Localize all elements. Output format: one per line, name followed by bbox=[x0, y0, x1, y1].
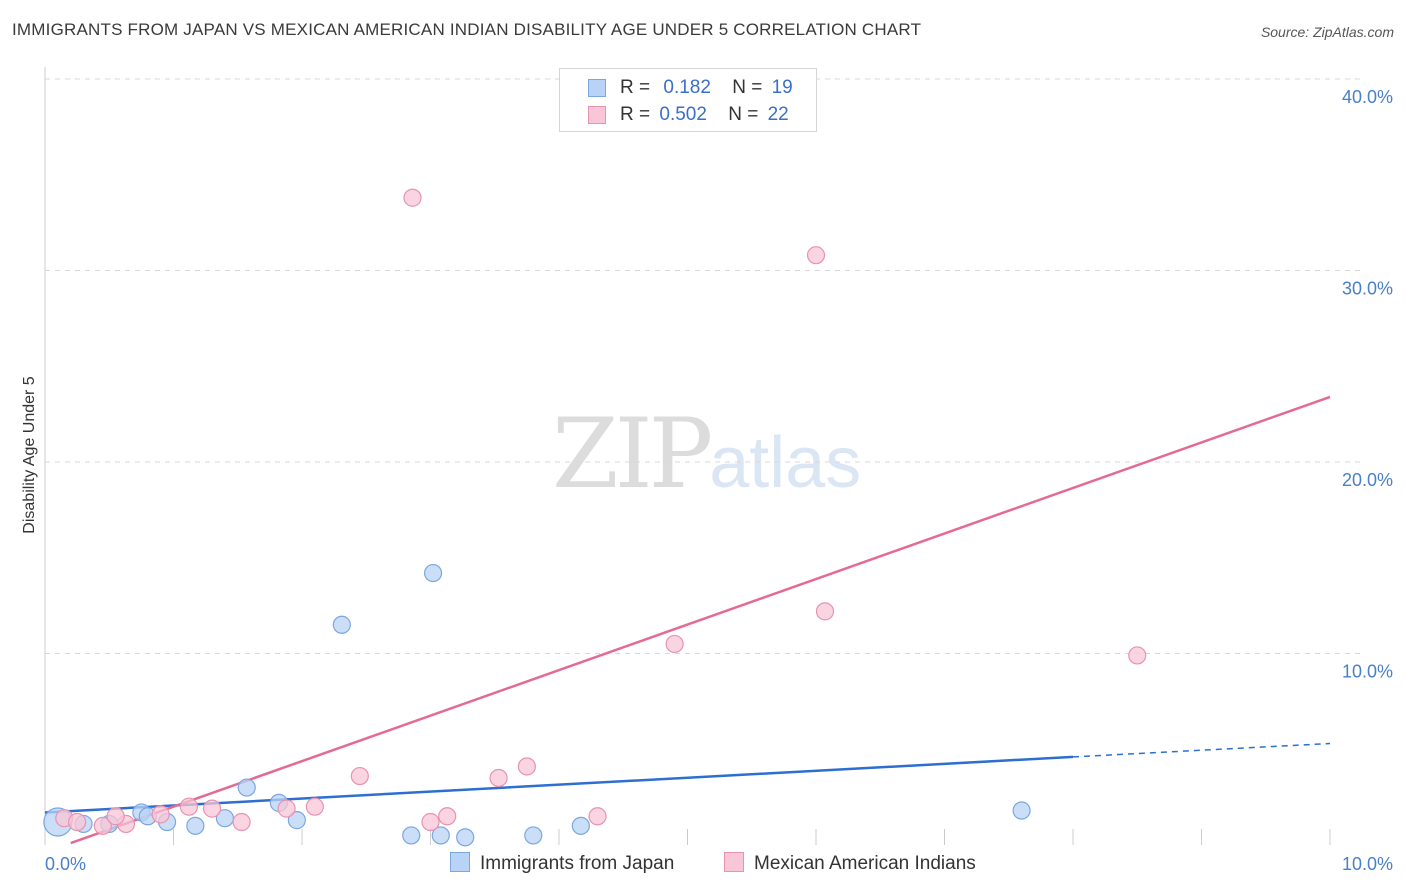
point-layer bbox=[43, 188, 1147, 847]
data-point-mexican bbox=[588, 807, 607, 826]
data-point-japan bbox=[571, 816, 590, 835]
chart-title: IMMIGRANTS FROM JAPAN VS MEXICAN AMERICA… bbox=[12, 20, 922, 39]
y-tick-label: 20.0% bbox=[1342, 470, 1393, 490]
data-point-mexican bbox=[93, 816, 112, 835]
data-point-mexican bbox=[489, 768, 508, 788]
data-point-mexican bbox=[277, 799, 296, 818]
data-point-mexican bbox=[815, 602, 835, 621]
legend-swatch-japan bbox=[588, 79, 606, 97]
data-point-mexican bbox=[517, 757, 536, 776]
series-legend-japan: Immigrants from Japan bbox=[450, 852, 674, 875]
series-legend-label-japan: Immigrants from Japan bbox=[480, 853, 675, 874]
series-legend-mexican: Mexican American Indians bbox=[724, 852, 976, 875]
legend-swatch-mexican bbox=[588, 106, 606, 124]
y-tick-label: 30.0% bbox=[1342, 279, 1393, 299]
watermark-zip: ZIP bbox=[552, 398, 713, 510]
data-point-mexican bbox=[350, 766, 369, 786]
data-point-mexican bbox=[106, 807, 125, 826]
y-tick-label: 10.0% bbox=[1342, 662, 1393, 682]
legend-r-label: R = bbox=[620, 104, 651, 125]
data-point-japan bbox=[1012, 801, 1031, 820]
label-layer: 10.0% 20.0% 30.0% 40.0% 0.0% 10.0% Disability … bbox=[21, 87, 1393, 874]
data-point-japan bbox=[431, 826, 450, 845]
legend-n-label: N = bbox=[732, 77, 763, 98]
series-legend-label-mexican: Mexican American Indians bbox=[754, 853, 976, 874]
legend-r-value-mexican: 0.502 bbox=[659, 104, 707, 125]
legend-n-label: N = bbox=[728, 104, 759, 125]
y-axis-title: Disability Age Under 5 bbox=[21, 376, 38, 534]
legend-n-value-mexican: 22 bbox=[767, 104, 789, 125]
data-point-mexican bbox=[151, 805, 170, 824]
data-point-japan bbox=[186, 816, 205, 835]
data-point-mexican bbox=[403, 188, 422, 207]
data-point-mexican bbox=[1128, 646, 1147, 665]
trend-line-mexican bbox=[70, 395, 1331, 845]
data-point-japan bbox=[332, 615, 351, 634]
fit-layer bbox=[44, 395, 1331, 845]
data-point-japan bbox=[524, 826, 543, 845]
x-tick-label: 0.0% bbox=[45, 854, 86, 874]
axis-layer bbox=[44, 67, 1331, 845]
data-point-mexican bbox=[421, 812, 440, 832]
data-point-mexican bbox=[438, 807, 457, 826]
legend-r-label: R = bbox=[620, 77, 651, 98]
data-point-mexican bbox=[68, 812, 87, 832]
data-point-mexican bbox=[665, 634, 684, 654]
y-tick-label: 40.0% bbox=[1342, 87, 1393, 107]
data-point-mexican bbox=[806, 246, 826, 265]
series-legend-swatch-mexican bbox=[724, 852, 744, 872]
x-tick-label: 10.0% bbox=[1342, 854, 1393, 874]
data-point-japan bbox=[287, 811, 306, 830]
watermark: ZIPatlas bbox=[552, 398, 861, 510]
data-point-japan bbox=[402, 826, 421, 845]
data-point-mexican bbox=[179, 797, 199, 816]
data-point-mexican bbox=[305, 797, 324, 816]
trend-line-japan bbox=[44, 755, 1074, 814]
legend-r-value-japan: 0.182 bbox=[663, 77, 711, 98]
data-point-mexican bbox=[202, 799, 222, 818]
trend-line-extension-japan bbox=[1072, 742, 1331, 758]
data-point-japan bbox=[423, 563, 443, 583]
data-point-mexican bbox=[232, 812, 251, 832]
source-label: Source: ZipAtlas.com bbox=[1260, 24, 1394, 40]
data-point-japan bbox=[456, 828, 475, 847]
watermark-atlas: atlas bbox=[709, 423, 862, 503]
legend-stats-japan: R = 0.182 N = 19 bbox=[620, 77, 793, 99]
correlation-legend: R = 0.182 N = 19 R = 0.502 N = 22 bbox=[559, 68, 817, 132]
legend-n-value-japan: 19 bbox=[771, 77, 793, 98]
grid-layer bbox=[45, 78, 1365, 654]
legend-stats-mexican: R = 0.502 N = 22 bbox=[620, 104, 789, 126]
data-point-japan bbox=[237, 778, 256, 797]
series-legend-swatch-japan bbox=[450, 852, 470, 872]
